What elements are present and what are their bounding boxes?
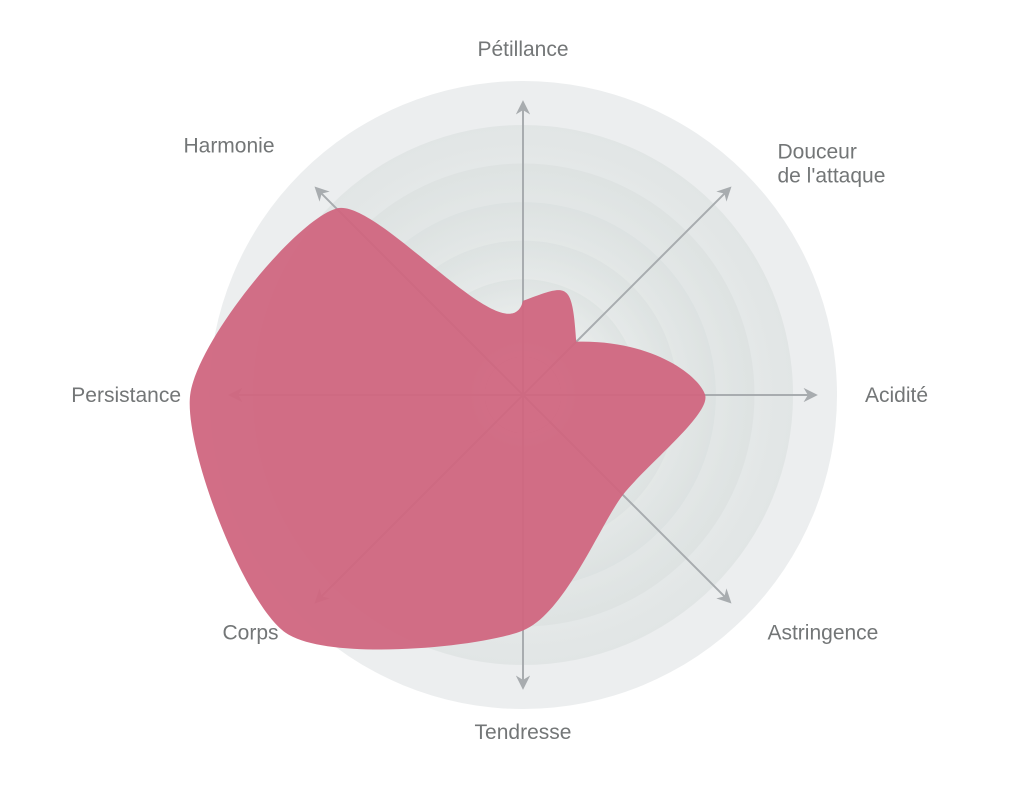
- axis-label: Harmonie: [183, 135, 274, 158]
- radar-chart: Pétillance Douceurde l'attaque Acidité Astr…: [0, 0, 1024, 789]
- axis-label: Tendresse: [475, 721, 572, 744]
- axis-label: Persistance: [71, 384, 181, 407]
- axis-label: Astringence: [767, 621, 878, 644]
- axis-label: Douceurde l'attaque: [777, 141, 885, 188]
- axis-label: Acidité: [865, 384, 928, 407]
- axis-label: Pétillance: [477, 38, 568, 61]
- axis-label: Corps: [222, 621, 278, 644]
